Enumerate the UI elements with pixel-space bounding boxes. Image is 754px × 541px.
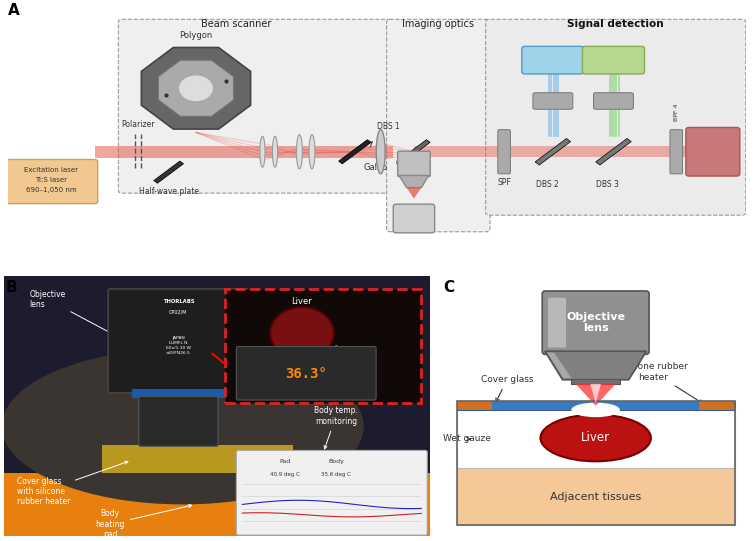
FancyBboxPatch shape [542, 291, 649, 354]
Ellipse shape [272, 136, 277, 167]
Text: DBS 2: DBS 2 [535, 181, 558, 189]
Polygon shape [547, 352, 572, 378]
Ellipse shape [309, 135, 315, 169]
Text: Silicone rubber
heater: Silicone rubber heater [619, 362, 703, 404]
Text: Body: Body [328, 459, 344, 464]
Text: Pad: Pad [279, 459, 290, 464]
FancyBboxPatch shape [139, 397, 218, 446]
Bar [225, 289, 421, 403]
Text: BPF 1: BPF 1 [542, 96, 563, 105]
Text: 690–1,050 nm: 690–1,050 nm [26, 187, 76, 193]
Polygon shape [154, 161, 183, 183]
FancyBboxPatch shape [108, 289, 249, 393]
Text: BPF 4: BPF 4 [674, 104, 679, 121]
FancyBboxPatch shape [236, 451, 428, 535]
Text: JAPAN
LUMFL N
60x/1.10 W
∞/0/FN26.5: JAPAN LUMFL N 60x/1.10 W ∞/0/FN26.5 [166, 335, 191, 355]
Polygon shape [398, 140, 430, 164]
Text: 36.3°: 36.3° [285, 367, 327, 380]
Text: A: A [8, 3, 20, 18]
Text: C: C [443, 280, 455, 295]
Text: XYZ
translation: XYZ translation [393, 209, 435, 228]
Text: Imaging optics: Imaging optics [403, 19, 474, 29]
Polygon shape [545, 351, 646, 380]
Bar [131, 388, 225, 398]
Text: Excitation laser: Excitation laser [24, 167, 78, 173]
FancyBboxPatch shape [593, 93, 633, 109]
Ellipse shape [270, 307, 334, 359]
Text: Thermometer: Thermometer [174, 344, 277, 373]
Circle shape [179, 76, 212, 101]
FancyBboxPatch shape [522, 47, 584, 74]
Text: Beam scanner: Beam scanner [201, 19, 271, 29]
Text: Cover glass: Cover glass [481, 375, 533, 402]
Text: Liver: Liver [581, 432, 610, 445]
Text: 40.9 deg C: 40.9 deg C [270, 472, 300, 477]
Bar [456, 401, 734, 525]
FancyBboxPatch shape [5, 160, 98, 203]
Text: Galvo: Galvo [363, 163, 388, 172]
Ellipse shape [541, 414, 651, 461]
Text: BPF 2: BPF 2 [603, 96, 624, 105]
Polygon shape [535, 138, 571, 165]
Polygon shape [399, 175, 429, 188]
FancyBboxPatch shape [397, 151, 431, 176]
FancyBboxPatch shape [670, 130, 682, 174]
Text: Objective: Objective [396, 160, 432, 168]
Bar [102, 445, 293, 473]
FancyBboxPatch shape [118, 19, 392, 193]
Text: THORLABS: THORLABS [163, 299, 195, 304]
Bar [4, 473, 430, 536]
Text: DBS 1: DBS 1 [377, 122, 400, 131]
Ellipse shape [260, 136, 265, 167]
FancyBboxPatch shape [582, 47, 645, 74]
Text: Objective
lens: Objective lens [29, 289, 136, 347]
FancyBboxPatch shape [387, 19, 490, 232]
Text: DBS 3: DBS 3 [596, 181, 619, 189]
Ellipse shape [572, 403, 620, 417]
Text: B: B [6, 280, 17, 295]
Text: Half-wave plate: Half-wave plate [139, 187, 198, 195]
Polygon shape [590, 384, 601, 403]
Polygon shape [339, 140, 371, 164]
FancyBboxPatch shape [548, 298, 566, 347]
Ellipse shape [376, 130, 385, 174]
Text: Polygon: Polygon [179, 31, 213, 39]
Polygon shape [576, 384, 615, 406]
Polygon shape [596, 138, 631, 165]
Text: Adjacent tissues: Adjacent tissues [550, 492, 642, 502]
Text: PMT1: PMT1 [538, 55, 568, 65]
Bar [456, 410, 734, 468]
Text: Wet gauze: Wet gauze [443, 434, 491, 444]
Bar [456, 468, 734, 525]
Text: CP02/M: CP02/M [169, 309, 188, 315]
FancyBboxPatch shape [498, 130, 510, 174]
Polygon shape [141, 48, 250, 129]
Text: Body temp.
monitoring: Body temp. monitoring [314, 406, 358, 449]
Text: Signal detection: Signal detection [566, 19, 664, 29]
Bar [572, 379, 620, 384]
Text: 35.6 deg C: 35.6 deg C [321, 472, 351, 477]
Text: Polarizer: Polarizer [121, 120, 155, 129]
Ellipse shape [2, 348, 363, 504]
FancyBboxPatch shape [533, 93, 573, 109]
FancyBboxPatch shape [486, 19, 746, 215]
FancyBboxPatch shape [394, 204, 434, 233]
Text: Body
heating
pad: Body heating pad [96, 505, 192, 539]
Polygon shape [406, 188, 421, 199]
FancyBboxPatch shape [686, 128, 740, 176]
Text: Objective
lens: Objective lens [566, 312, 625, 333]
Text: PMT3: PMT3 [697, 147, 728, 157]
FancyBboxPatch shape [236, 347, 376, 400]
Text: Ti:S laser: Ti:S laser [35, 176, 67, 182]
Text: Liver: Liver [292, 297, 312, 306]
Text: Cover glass
with silicone
rubber heater: Cover glass with silicone rubber heater [17, 461, 128, 506]
Bar [700, 401, 734, 410]
Bar [456, 401, 734, 410]
Ellipse shape [296, 135, 302, 169]
Text: SPF: SPF [497, 178, 511, 187]
Text: PMT2: PMT2 [599, 55, 629, 65]
Polygon shape [158, 60, 234, 116]
Bar [456, 401, 492, 410]
